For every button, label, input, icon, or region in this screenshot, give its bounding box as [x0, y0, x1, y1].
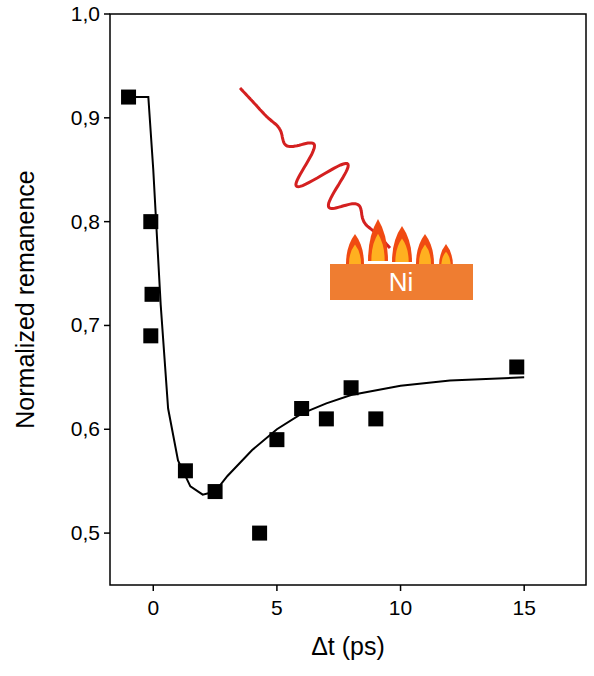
x-axis-title: Δt (ps)	[311, 632, 385, 660]
x-tick	[400, 585, 402, 591]
x-tick-label: 5	[271, 596, 283, 619]
flame-core	[419, 245, 431, 265]
y-tick	[104, 117, 110, 119]
flame-core	[349, 245, 361, 265]
flame-core	[371, 234, 384, 261]
data-point	[509, 359, 524, 374]
x-tick	[153, 585, 155, 591]
illustration: Ni	[240, 88, 473, 300]
data-point	[319, 411, 334, 426]
plot-frame	[110, 14, 586, 585]
y-tick-label: 1,0	[71, 2, 100, 25]
data-point	[143, 328, 158, 343]
flame-core	[395, 239, 408, 262]
data-point	[145, 287, 160, 302]
annotation: Ni	[389, 267, 414, 297]
flame	[346, 234, 364, 264]
y-tick-label: 0,6	[71, 417, 100, 440]
x-tick-label: 0	[147, 596, 159, 619]
y-tick	[104, 221, 110, 223]
x-tick-label: 10	[389, 596, 412, 619]
y-tick-label: 0,5	[71, 521, 100, 544]
flame	[392, 226, 412, 262]
y-tick	[104, 325, 110, 327]
data-point	[344, 380, 359, 395]
x-tick-label: 15	[513, 596, 536, 619]
laser-pulse	[240, 88, 390, 248]
ni-block	[330, 264, 473, 300]
flame-core	[441, 252, 450, 266]
y-tick-label: 0,9	[71, 106, 100, 129]
y-tick	[104, 13, 110, 15]
x-tick	[523, 585, 525, 591]
fit-line	[129, 97, 525, 495]
flame	[368, 219, 388, 261]
chart: Ni 0,5 0,6 0,7 0,8 0,9 1,0 0 5 10 15 Δt (ps) Normali…	[0, 0, 594, 676]
y-tick	[104, 532, 110, 534]
y-tick-label: 0,7	[71, 313, 100, 336]
x-tick	[276, 585, 278, 591]
data-point	[252, 526, 267, 541]
data-point	[368, 411, 383, 426]
y-tick-label: 0,8	[71, 210, 100, 233]
y-axis-title: Normalized remanence	[11, 170, 39, 428]
flame	[439, 244, 453, 266]
y-tick	[104, 429, 110, 431]
plot-area	[121, 90, 524, 541]
flame	[416, 234, 434, 264]
